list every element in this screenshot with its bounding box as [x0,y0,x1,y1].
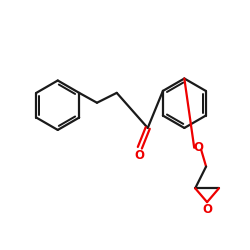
Text: O: O [193,141,203,154]
Text: O: O [202,202,212,215]
Text: O: O [135,149,145,162]
